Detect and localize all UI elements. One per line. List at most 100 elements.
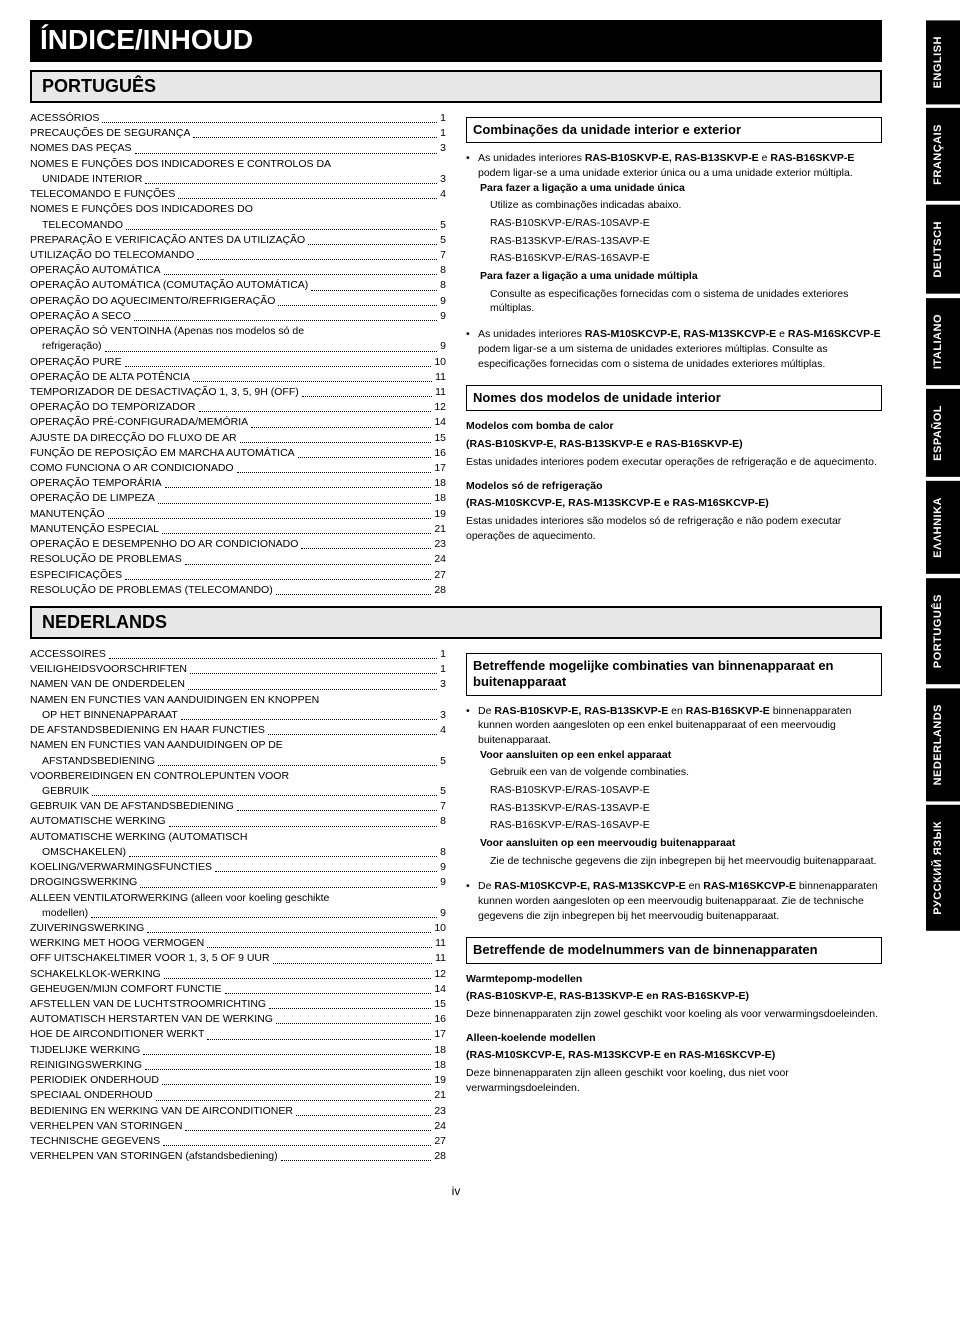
toc-entry: NOMES E FUNÇÕES DOS INDICADORES E CONTRO… — [30, 157, 331, 172]
toc-page: 7 — [440, 799, 446, 814]
toc-entry: NAMEN EN FUNCTIES VAN AANDUIDINGEN OP DE — [30, 738, 283, 753]
toc-entry: NAMEN EN FUNCTIES VAN AANDUIDINGEN EN KN… — [30, 693, 319, 708]
toc-entry: OPERAÇÃO A SECO — [30, 309, 131, 324]
toc-entry: VEILIGHEIDSVOORSCHRIFTEN — [30, 662, 187, 677]
toc-entry: HOE DE AIRCONDITIONER WERKT — [30, 1027, 204, 1042]
toc-page: 21 — [434, 522, 446, 537]
model-list: (RAS-B10SKVP-E, RAS-B13SKVP-E e RAS-B16S… — [466, 437, 882, 452]
model-combo: RAS-B10SKVP-E/RAS-10SAVP-E — [466, 216, 882, 231]
toc-page: 3 — [440, 172, 446, 187]
toc-entry-cont: refrigeração) — [30, 339, 102, 354]
toc-entry: OPERAÇÃO DE LIMPEZA — [30, 491, 155, 506]
toc-entry: GEBRUIK VAN DE AFSTANDSBEDIENING — [30, 799, 234, 814]
page-content: ÍNDICE/INHOUD PORTUGUÊSACESSÓRIOS1PRECAU… — [0, 0, 900, 1218]
lang-tab: PORTUGUÊS — [926, 578, 960, 684]
lang-tab: РУССКИЙ ЯЗЫК — [926, 805, 960, 931]
lang-tab: ENGLISH — [926, 20, 960, 104]
info-text: Utilize as combinações indicadas abaixo. — [466, 198, 882, 213]
toc-page: 17 — [434, 1027, 446, 1042]
toc-page: 15 — [434, 431, 446, 446]
toc-page: 24 — [434, 1119, 446, 1134]
toc-page: 24 — [434, 552, 446, 567]
toc-entry: ACCESSOIRES — [30, 647, 106, 662]
info-subhead: Alleen-koelende modellen — [466, 1032, 596, 1044]
info-text: Zie de technische gegevens die zijn inbe… — [466, 854, 882, 869]
toc-entry: AFSTELLEN VAN DE LUCHTSTROOMRICHTING — [30, 997, 266, 1012]
info-text: Deze binnenapparaten zijn alleen geschik… — [466, 1066, 882, 1095]
toc-page: 27 — [434, 1134, 446, 1149]
toc-entry: AJUSTE DA DIRECÇÃO DO FLUXO DE AR — [30, 431, 237, 446]
toc-page: 9 — [440, 309, 446, 324]
language-tabs: ENGLISHFRANÇAISDEUTSCHITALIANOESPAÑOLΕΛΛ… — [926, 20, 960, 931]
lang-tab: FRANÇAIS — [926, 108, 960, 201]
info-subhead: Voor aansluiten op een enkel apparaat — [480, 749, 671, 761]
info-text: De RAS-M10SKCVP-E, RAS-M13SKCVP-E en RAS… — [478, 879, 882, 923]
toc-page: 11 — [435, 385, 446, 400]
toc-entry: OPERAÇÃO SÓ VENTOINHA (Apenas nos modelo… — [30, 324, 304, 339]
lang-tab: DEUTSCH — [926, 205, 960, 294]
toc-page: 8 — [440, 845, 446, 860]
lang-tab: ESPAÑOL — [926, 389, 960, 477]
toc-page: 16 — [434, 1012, 446, 1027]
model-combo: RAS-B10SKVP-E/RAS-10SAVP-E — [466, 783, 882, 798]
toc-entry: RESOLUÇÃO DE PROBLEMAS (TELECOMANDO) — [30, 583, 273, 598]
model-combo: RAS-B16SKVP-E/RAS-16SAVP-E — [466, 818, 882, 833]
toc-entry-cont: UNIDADE INTERIOR — [30, 172, 142, 187]
toc-page: 28 — [434, 1149, 446, 1164]
toc-page: 8 — [440, 814, 446, 829]
model-combo: RAS-B13SKVP-E/RAS-13SAVP-E — [466, 801, 882, 816]
info-text: De RAS-B10SKVP-E, RAS-B13SKVP-E en RAS-B… — [478, 704, 882, 748]
toc-entry: SCHAKELKLOK-WERKING — [30, 967, 161, 982]
page-title: ÍNDICE/INHOUD — [32, 22, 880, 60]
toc-entry: MANUTENÇÃO — [30, 507, 105, 522]
toc-page: 12 — [434, 967, 446, 982]
toc-page: 8 — [440, 278, 446, 293]
toc-entry: OPERAÇÃO E DESEMPENHO DO AR CONDICIONADO — [30, 537, 298, 552]
toc-page: 8 — [440, 263, 446, 278]
toc-page: 23 — [434, 1104, 446, 1119]
toc-page: 5 — [440, 233, 446, 248]
toc-entry: TIJDELIJKE WERKING — [30, 1043, 140, 1058]
model-list: (RAS-M10SKCVP-E, RAS-M13SKCVP-E en RAS-M… — [466, 1048, 882, 1063]
toc-page: 10 — [434, 921, 446, 936]
info-heading: Combinações da unidade interior e exteri… — [466, 117, 882, 143]
toc-page: 1 — [440, 647, 446, 662]
toc-page: 3 — [440, 141, 446, 156]
toc-page: 19 — [434, 1073, 446, 1088]
language-heading: PORTUGUÊS — [30, 70, 882, 103]
lang-tab: ΕΛΛΗΝΙΚΑ — [926, 481, 960, 574]
toc-page: 5 — [440, 754, 446, 769]
toc-entry: KOELING/VERWARMINGSFUNCTIES — [30, 860, 212, 875]
toc-page: 11 — [435, 370, 446, 385]
toc-entry: AUTOMATISCHE WERKING — [30, 814, 166, 829]
info-subhead: Modelos só de refrigeração — [466, 480, 603, 492]
info-heading: Betreffende de modelnummers van de binne… — [466, 937, 882, 963]
toc-entry: UTILIZAÇÃO DO TELECOMANDO — [30, 248, 194, 263]
toc-page: 23 — [434, 537, 446, 552]
toc-entry: RESOLUÇÃO DE PROBLEMAS — [30, 552, 182, 567]
toc-page: 9 — [440, 339, 446, 354]
toc-page: 9 — [440, 860, 446, 875]
toc-entry: ALLEEN VENTILATORWERKING (alleen voor ko… — [30, 891, 329, 906]
info-heading: Nomes dos modelos de unidade interior — [466, 385, 882, 411]
toc-page: 3 — [440, 677, 446, 692]
toc-entry: OPERAÇÃO PURE — [30, 355, 122, 370]
language-heading: NEDERLANDS — [30, 606, 882, 639]
toc-page: 9 — [440, 906, 446, 921]
info-text: Deze binnenapparaten zijn zowel geschikt… — [466, 1007, 882, 1022]
toc-page: 11 — [435, 936, 446, 951]
toc-entry: ZUIVERINGSWERKING — [30, 921, 144, 936]
info-subhead: Modelos com bomba de calor — [466, 420, 614, 432]
toc-page: 19 — [434, 507, 446, 522]
lang-tab: NEDERLANDS — [926, 688, 960, 801]
toc-page: 1 — [440, 662, 446, 677]
toc-entry: VERHELPEN VAN STORINGEN (afstandsbedieni… — [30, 1149, 278, 1164]
toc-entry: BEDIENING EN WERKING VAN DE AIRCONDITION… — [30, 1104, 293, 1119]
toc-entry: WERKING MET HOOG VERMOGEN — [30, 936, 204, 951]
toc-entry: OPERAÇÃO AUTOMÁTICA — [30, 263, 161, 278]
info-subhead: Voor aansluiten op een meervoudig buiten… — [480, 837, 735, 849]
toc-entry: NAMEN VAN DE ONDERDELEN — [30, 677, 185, 692]
title-bar: ÍNDICE/INHOUD — [30, 20, 882, 62]
toc-entry: PREPARAÇÃO E VERIFICAÇÃO ANTES DA UTILIZ… — [30, 233, 305, 248]
toc-entry: OPERAÇÃO DE ALTA POTÊNCIA — [30, 370, 190, 385]
